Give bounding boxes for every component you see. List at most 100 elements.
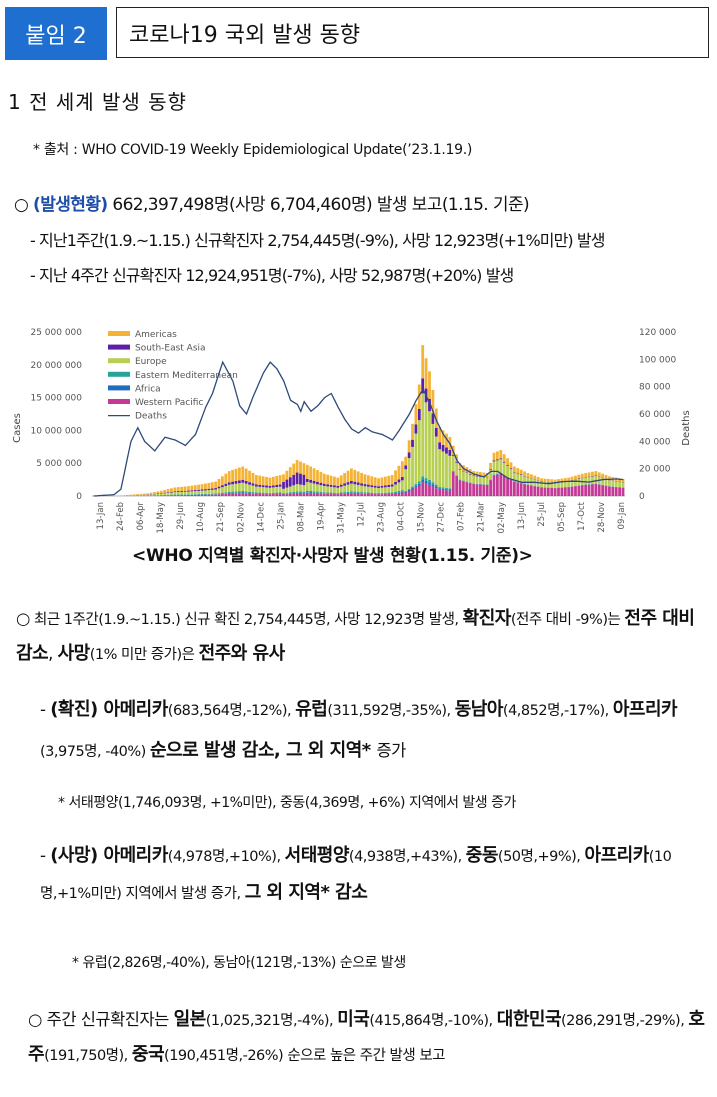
bar-sea [343, 483, 347, 486]
bar-eu [210, 489, 214, 494]
bar-eu [400, 480, 404, 491]
bar-am [475, 471, 479, 476]
bar-am [489, 462, 492, 469]
bar-am [536, 476, 540, 481]
bar-wp [180, 495, 184, 496]
bar-eu [363, 486, 367, 493]
x-tick-label: 08-Mar [296, 501, 306, 531]
deaths-by-region-paragraph: - (사망) 아메리카(4,978명,+10%), 서태평양(4,938명,+4… [40, 845, 672, 903]
bar-sea [258, 484, 262, 487]
bar-eu [397, 482, 401, 491]
bar-wp [594, 484, 598, 496]
x-tick-label: 10-Aug [196, 502, 206, 532]
x-tick-label: 21-Mar [477, 501, 487, 531]
overview-label: (발생현황) [33, 195, 108, 215]
bar-sea [492, 460, 496, 462]
bar-eu [207, 490, 211, 494]
bar-sea [506, 465, 509, 466]
bar-sea [472, 475, 476, 477]
bar-em [207, 493, 211, 495]
bar-sea [309, 479, 313, 483]
bar-am [516, 468, 520, 474]
bar-af [431, 484, 435, 487]
bar-am [163, 489, 167, 493]
bar-em [244, 491, 248, 493]
bar-am [584, 473, 588, 478]
bar-wp [536, 486, 540, 496]
bar-em [407, 488, 411, 490]
bar-eu [417, 420, 421, 482]
bar-am [370, 476, 374, 486]
bar-eu [387, 486, 391, 493]
bar-eu [278, 486, 282, 493]
bar-am [251, 472, 255, 484]
legend-swatch [108, 331, 130, 336]
y-axis-label: Cases [12, 413, 23, 443]
bar-wp [441, 490, 445, 496]
bar-sea [248, 482, 251, 485]
x-tick-label: 07-Feb [457, 502, 467, 531]
bar-em [417, 481, 421, 484]
source-note: * 출처 : WHO COVID-19 Weekly Epidemiologic… [33, 142, 473, 158]
bar-wp [278, 493, 282, 496]
bar-eu [156, 493, 160, 496]
bar-am [587, 472, 591, 477]
bar-am [353, 469, 357, 482]
bar-sea [377, 486, 380, 489]
bar-wp [533, 486, 537, 496]
bar-am [237, 467, 241, 481]
bar-af [448, 489, 452, 491]
bar-am [265, 476, 268, 486]
bar-em [221, 492, 224, 494]
bar-am [210, 482, 214, 489]
bar-sea [519, 474, 523, 475]
bar-em [193, 494, 197, 495]
bar-em [224, 492, 228, 494]
bar-af [237, 492, 241, 494]
bar-eu [465, 472, 469, 482]
bar-wp [475, 484, 479, 496]
bar-em [404, 490, 408, 492]
bar-am [180, 486, 184, 491]
bar-em [214, 493, 218, 495]
bar-wp [492, 475, 496, 496]
bar-am [139, 493, 143, 495]
bar-eu [526, 477, 530, 485]
bar-eu [502, 462, 506, 476]
bar-af [305, 492, 309, 493]
bar-af [244, 492, 248, 494]
bar-eu [448, 455, 452, 489]
bar-sea [383, 485, 387, 488]
bar-wp [299, 493, 302, 496]
bar-am [261, 476, 265, 486]
bar-wp [288, 493, 292, 496]
bar-eu [356, 484, 360, 492]
bar-em [350, 491, 353, 493]
bar-eu [594, 476, 598, 484]
bar-em [200, 493, 204, 495]
bar-wp [509, 479, 513, 496]
bar-eu [153, 494, 156, 496]
bar-wp [587, 484, 591, 496]
x-tick-label: 27-Dec [437, 502, 447, 533]
bar-sea [234, 481, 238, 484]
bar-am [580, 473, 584, 478]
weekly-summary: - 지난1주간(1.9.~1.15.) 신규확진자 2,754,445명(-9%… [30, 231, 605, 250]
x-tick-label: 17-Oct [577, 501, 587, 530]
bar-wp [570, 486, 574, 496]
bar-eu [553, 482, 557, 488]
x-tick-label: 25-Jul [537, 502, 547, 527]
bar-eu [333, 487, 336, 493]
bar-am [499, 450, 503, 459]
bar-em [360, 492, 363, 494]
bar-am [356, 471, 360, 483]
bar-eu [407, 458, 411, 489]
bar-wp [353, 493, 357, 496]
x-tick-label: 29-Jun [176, 502, 186, 530]
bar-wp [608, 486, 611, 496]
bar-am [574, 475, 577, 480]
bar-am [282, 474, 285, 482]
bar-am [278, 475, 282, 485]
bar-am [217, 478, 221, 487]
bar-eu [462, 471, 465, 481]
